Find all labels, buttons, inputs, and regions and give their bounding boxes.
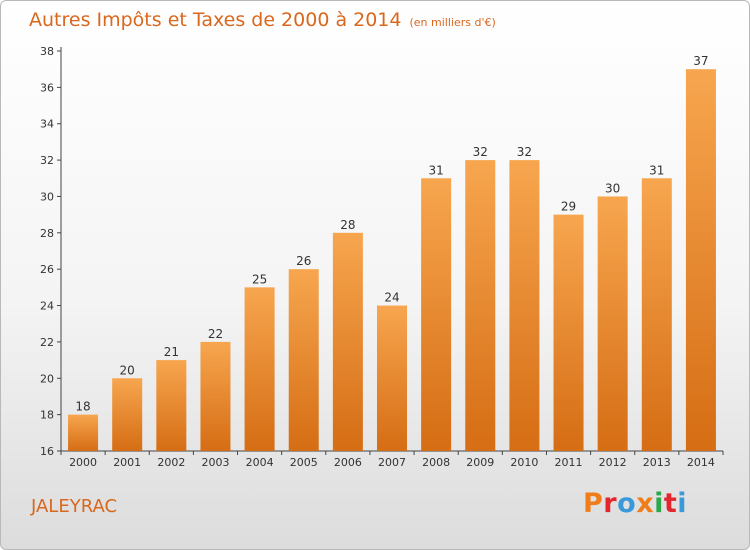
proxiti-logo[interactable]: Proxiti — [583, 488, 687, 519]
y-tick-label: 22 — [40, 336, 54, 349]
x-tick-label: 2001 — [113, 456, 141, 469]
data-label: 29 — [561, 200, 576, 214]
x-tick-label: 2005 — [290, 456, 318, 469]
data-label: 32 — [517, 145, 532, 159]
bar — [553, 214, 584, 451]
y-tick-label: 26 — [40, 263, 54, 276]
bar — [332, 232, 363, 451]
bar — [597, 196, 628, 451]
x-tick-label: 2009 — [466, 456, 494, 469]
x-tick-label: 2012 — [599, 456, 627, 469]
logo-letter: x — [636, 488, 655, 519]
y-tick-label: 20 — [40, 372, 54, 385]
bar — [244, 287, 275, 451]
x-tick-label: 2008 — [422, 456, 450, 469]
logo-letter: t — [663, 488, 678, 519]
data-label: 21 — [164, 345, 179, 359]
data-label: 20 — [120, 363, 135, 377]
data-label: 30 — [605, 181, 620, 195]
y-tick-label: 36 — [40, 81, 54, 94]
y-tick-label: 18 — [40, 409, 54, 422]
chart-unit: (en milliers d'€) — [409, 16, 496, 29]
x-tick-label: 2000 — [69, 456, 97, 469]
x-tick-label: 2013 — [643, 456, 671, 469]
data-label: 18 — [75, 400, 90, 414]
logo-letter: i — [677, 488, 688, 519]
y-tick-label: 28 — [40, 227, 54, 240]
bar — [685, 69, 716, 451]
y-axis: 16 18 20 22 24 26 28 30 32 34 36 38 — [40, 45, 62, 458]
bar — [200, 341, 231, 451]
x-axis: 2000 2001 2002 2003 2004 2005 2006 2007 2008 2009… — [60, 450, 724, 469]
bars — [68, 69, 716, 452]
y-tick-label: 32 — [40, 154, 54, 167]
x-tick-label: 2011 — [555, 456, 583, 469]
logo-letter: r — [603, 488, 618, 519]
bar — [465, 160, 496, 451]
x-tick-label: 2010 — [510, 456, 538, 469]
bar — [509, 160, 540, 451]
data-label: 31 — [428, 163, 443, 177]
y-tick-label: 30 — [40, 190, 54, 203]
data-label: 31 — [649, 163, 664, 177]
bar — [641, 178, 672, 452]
x-tick-label: 2002 — [157, 456, 185, 469]
y-tick-label: 16 — [40, 445, 54, 458]
x-tick-label: 2006 — [334, 456, 362, 469]
data-label: 32 — [473, 145, 488, 159]
y-tick-label: 34 — [40, 118, 54, 131]
data-labels: 18 20 21 22 25 26 28 24 31 32 32 29 30 31 37 — [75, 54, 708, 413]
y-tick-label: 24 — [40, 300, 54, 313]
chart-title: Autres Impôts et Taxes de 2000 à 2014 — [29, 9, 402, 31]
bar — [156, 360, 187, 451]
x-tick-label: 2007 — [378, 456, 406, 469]
bar — [112, 378, 143, 451]
logo-letter: i — [654, 488, 664, 519]
chart-title-block: Autres Impôts et Taxes de 2000 à 2014 (en… — [29, 9, 496, 31]
logo-letter: P — [583, 488, 604, 519]
x-tick-label: 2004 — [246, 456, 274, 469]
bar — [376, 305, 408, 451]
y-tick-label: 38 — [40, 45, 54, 58]
bar — [421, 178, 452, 452]
bar — [288, 269, 319, 451]
data-label: 25 — [252, 272, 267, 286]
data-label: 24 — [384, 291, 399, 305]
data-label: 22 — [208, 327, 223, 341]
data-label: 26 — [296, 254, 311, 268]
logo-letter: o — [617, 488, 637, 519]
bar — [68, 414, 99, 451]
data-label: 37 — [693, 54, 708, 68]
commune-name: JALEYRAC — [31, 496, 118, 517]
x-tick-label: 2014 — [687, 456, 715, 469]
data-label: 28 — [340, 218, 355, 232]
x-tick-label: 2003 — [201, 456, 229, 469]
